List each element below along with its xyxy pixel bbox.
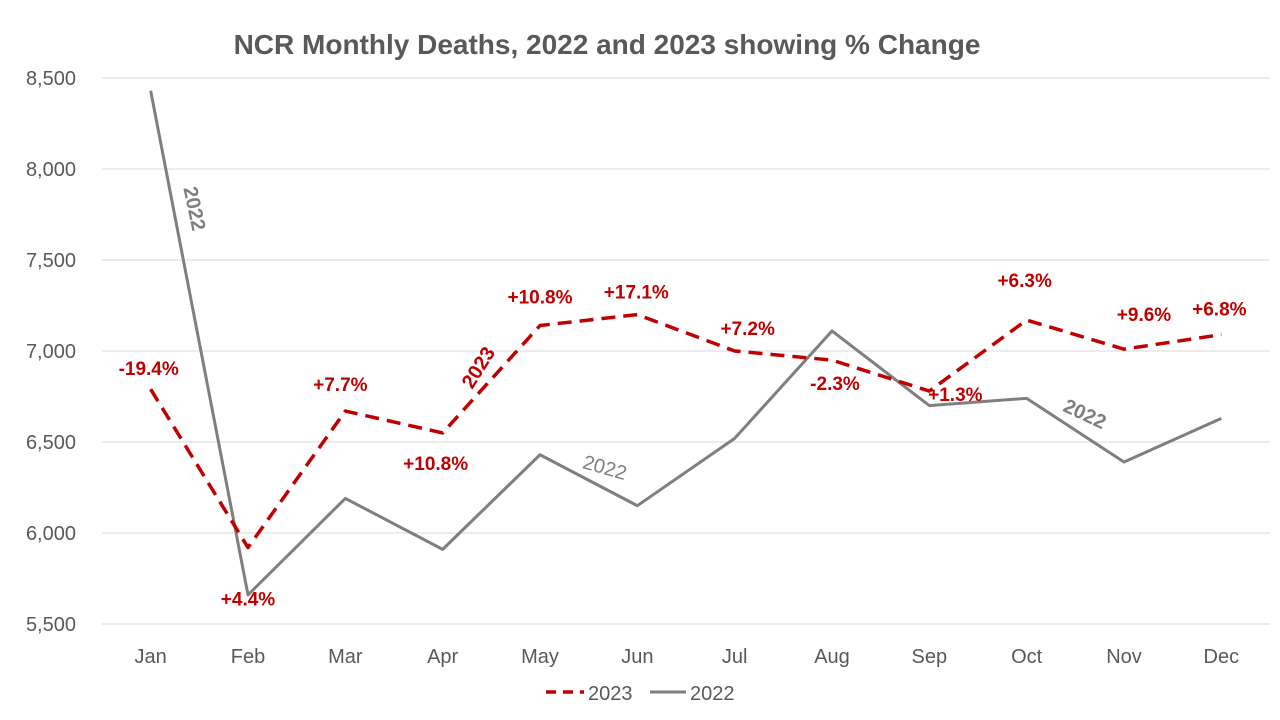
y-tick-label: 6,500 [26, 432, 76, 454]
pct-change-label: +6.3% [997, 271, 1052, 292]
x-tick-label: Mar [328, 646, 363, 668]
x-tick-label: Oct [1011, 646, 1043, 668]
x-tick-label: Feb [231, 646, 265, 668]
x-tick-label: Apr [427, 646, 458, 668]
legend-label-2022: 2022 [690, 683, 735, 705]
pct-change-label: +10.8% [508, 288, 573, 309]
chart-title: NCR Monthly Deaths, 2022 and 2023 showin… [234, 29, 981, 60]
gridlines [102, 77, 1270, 625]
pct-change-label: +7.2% [720, 319, 775, 340]
y-tick-label: 6,000 [26, 523, 76, 545]
x-tick-label: Aug [814, 646, 850, 668]
x-tick-label: Sep [912, 646, 948, 668]
pct-change-label: +4.4% [221, 590, 276, 611]
x-tick-label: Nov [1106, 646, 1142, 668]
pct-change-label: +6.8% [1192, 300, 1247, 321]
y-tick-label: 8,000 [26, 159, 76, 181]
x-tick-label: Jan [135, 646, 167, 668]
series-2022-line [149, 90, 1222, 597]
legend-label-2023: 2023 [588, 683, 633, 705]
pct-change-label: -19.4% [119, 359, 179, 380]
x-tick-label: Dec [1204, 646, 1240, 668]
series-2023-line [149, 312, 1222, 550]
x-axis: Jan Feb Mar Apr May Jun Jul Aug Sep Oct Nov Dec [135, 646, 1240, 668]
pct-change-label: +7.7% [313, 375, 368, 396]
series-2022-inline-label: 2022 [1060, 395, 1110, 434]
pct-change-label: +10.8% [403, 454, 468, 475]
y-tick-label: 8,500 [26, 68, 76, 90]
x-tick-label: Jul [722, 646, 748, 668]
x-tick-label: May [521, 646, 559, 668]
pct-change-label: -2.3% [810, 374, 860, 395]
y-axis: 5,500 6,000 6,500 7,000 7,500 8,000 8,500 [26, 68, 76, 636]
y-tick-label: 5,500 [26, 614, 76, 636]
y-tick-label: 7,500 [26, 250, 76, 272]
legend: 2023 2022 [546, 683, 735, 705]
series-2022-inline-label: 2022 [178, 185, 209, 233]
pct-change-label: +1.3% [928, 385, 983, 406]
plot-area: -19.4% +4.4% +7.7% +10.8% +10.8% +17.1% +7.2% -… [119, 90, 1247, 611]
pct-change-label: +9.6% [1117, 305, 1172, 326]
x-tick-label: Jun [621, 646, 653, 668]
pct-change-label: +17.1% [604, 283, 669, 304]
y-tick-label: 7,000 [26, 341, 76, 363]
